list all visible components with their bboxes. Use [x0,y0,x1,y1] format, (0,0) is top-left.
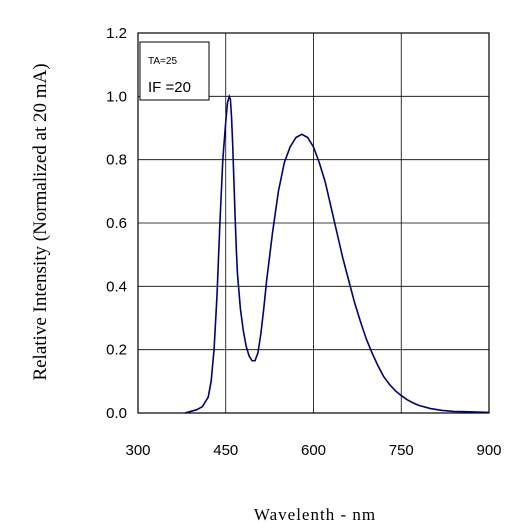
x-axis-label: Wavelenth - nm [254,505,376,524]
y-tick-label: 0.6 [106,215,127,232]
x-axis-ticks: 300 450 600 750 900 [125,442,501,459]
y-tick-label: 1.2 [106,25,127,42]
y-axis-label: Relative Intensity (Normalized at 20 mA) [30,63,51,380]
x-tick-label: 900 [476,442,501,459]
y-axis-ticks: 0.0 0.2 0.4 0.6 0.8 1.0 1.2 [106,25,127,422]
x-tick-label: 750 [389,442,414,459]
plot-frame [137,32,490,414]
if-annotation: IF =20 [148,79,191,96]
y-tick-label: 0.2 [106,342,127,359]
x-tick-label: 300 [125,442,150,459]
y-tick-label: 0.8 [106,152,127,169]
conditions-box [139,41,210,101]
y-tick-label: 0.4 [106,278,127,295]
x-tick-label: 600 [301,442,326,459]
x-tick-label: 450 [213,442,238,459]
y-tick-label: 1.0 [106,88,127,105]
y-tick-label: 0.0 [106,405,127,422]
spectrum-line [184,93,490,414]
ta-annotation: TA=25 [148,56,177,67]
conditions-legend: TA=25 IF =20 [139,41,210,101]
